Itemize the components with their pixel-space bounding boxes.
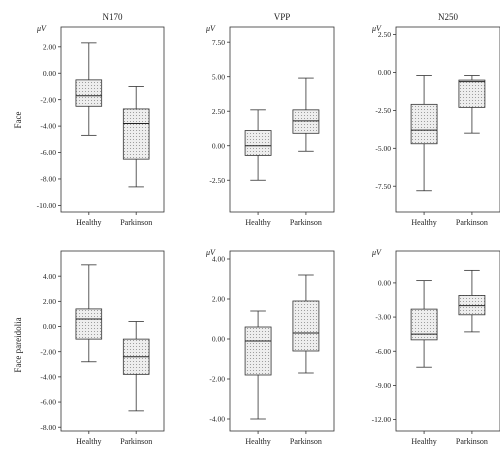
y-tick-label: 7.50 <box>212 38 225 47</box>
category-label: Healthy <box>245 218 270 227</box>
chart-panel-3: -8.00 -6.00 -4.00 -2.00 0.00 2.00 4.00 Healthy P… <box>40 250 165 446</box>
category-label: Parkinson <box>290 218 322 227</box>
chart-panel-4: μV -4.00 -2.00 0.00 2.00 4.00 Healthy Parkinson <box>205 248 335 446</box>
y-tick-label: -8.00 <box>40 423 56 432</box>
category-label: Parkinson <box>290 437 322 446</box>
plot-frame <box>229 26 335 213</box>
box-parkinson <box>122 86 150 188</box>
chart-panel-5: μV -12.00 -9.00 -6.00 -3.00 0.00 Healthy Parkin… <box>371 248 500 446</box>
y-tick-label: -2.00 <box>209 375 225 384</box>
iqr-box <box>292 109 320 134</box>
box-healthy <box>75 42 103 136</box>
y-tick-label: 0.00 <box>378 68 391 77</box>
y-tick-label: -3.00 <box>375 313 391 322</box>
unit-label: μV <box>371 24 382 33</box>
category-label: Healthy <box>411 437 436 446</box>
y-tick-label: -2.00 <box>40 347 56 356</box>
y-tick-label: -9.00 <box>375 381 391 390</box>
y-tick-label: 0.00 <box>43 69 56 78</box>
y-tick-label: -2.00 <box>40 95 56 104</box>
iqr-box <box>292 300 320 352</box>
y-tick-label: 2.00 <box>212 295 225 304</box>
y-tick-label: 4.00 <box>43 272 56 281</box>
panel-title: N170 <box>103 12 123 22</box>
chart-panel-1: VPP μV -2.50 0.00 2.50 5.00 7.50 Healthy Parkins… <box>205 12 335 227</box>
iqr-box <box>458 79 486 108</box>
plot-frame <box>60 250 165 432</box>
y-tick-label: 2.00 <box>43 297 56 306</box>
category-label: Healthy <box>76 218 101 227</box>
plot-frame <box>395 250 500 432</box>
box-parkinson <box>292 77 320 152</box>
iqr-box <box>75 79 103 107</box>
y-tick-label: 2.00 <box>43 42 56 51</box>
y-tick-label: 5.00 <box>212 72 225 81</box>
iqr-box <box>458 295 486 316</box>
category-label: Parkinson <box>456 437 488 446</box>
y-tick-label: 0.00 <box>212 335 225 344</box>
panel-title: N250 <box>438 12 458 22</box>
y-tick-label: -4.00 <box>40 372 56 381</box>
box-healthy <box>75 264 103 363</box>
box-parkinson <box>122 321 150 412</box>
y-tick-label: -4.00 <box>40 122 56 131</box>
box-parkinson <box>458 75 486 134</box>
y-tick-label: -5.00 <box>375 144 391 153</box>
y-tick-label: 0.00 <box>212 141 225 150</box>
y-tick-label: 0.00 <box>378 278 391 287</box>
chart-panel-0: N170 μV -10.00 -8.00 -6.00 -4.00 -2.00 0.00 2.00… <box>36 12 165 227</box>
unit-label: μV <box>371 248 382 257</box>
unit-label: μV <box>36 24 47 33</box>
iqr-box <box>244 326 272 376</box>
iqr-box <box>122 108 150 160</box>
unit-label: μV <box>205 24 216 33</box>
y-tick-label: -2.50 <box>375 106 391 115</box>
panels-group: N170 μV -10.00 -8.00 -6.00 -4.00 -2.00 0.00 2.00… <box>36 12 500 446</box>
box-healthy <box>410 280 438 368</box>
iqr-box <box>410 308 438 341</box>
y-tick-label: -12.00 <box>372 415 392 424</box>
plot-frame <box>229 250 335 432</box>
y-tick-label: -2.50 <box>209 176 225 185</box>
iqr-box <box>75 308 103 340</box>
box-parkinson <box>292 274 320 374</box>
unit-label: μV <box>205 248 216 257</box>
y-tick-label: -8.00 <box>40 175 56 184</box>
y-tick-label: -7.50 <box>375 182 391 191</box>
category-label: Parkinson <box>120 437 152 446</box>
box-healthy <box>410 75 438 192</box>
iqr-box <box>410 103 438 145</box>
row-label-face-pareidolia: Face pareidolia <box>13 317 23 372</box>
y-tick-label: -6.00 <box>375 347 391 356</box>
y-tick-label: 4.00 <box>212 255 225 264</box>
y-tick-label: -4.00 <box>209 415 225 424</box>
category-label: Healthy <box>76 437 101 446</box>
y-tick-label: 2.50 <box>212 107 225 116</box>
row-label-face: Face <box>13 112 23 129</box>
box-healthy <box>244 109 272 181</box>
y-tick-label: 0.00 <box>43 322 56 331</box>
category-label: Parkinson <box>456 218 488 227</box>
box-healthy <box>244 310 272 420</box>
box-parkinson <box>458 269 486 333</box>
plot-frame <box>395 26 500 213</box>
category-label: Healthy <box>245 437 270 446</box>
chart-panel-2: N250 μV -7.50 -5.00 -2.50 0.00 2.50 Healthy Park… <box>371 12 500 227</box>
category-label: Parkinson <box>120 218 152 227</box>
y-tick-label: -6.00 <box>40 398 56 407</box>
iqr-box <box>244 130 272 156</box>
y-tick-label: -10.00 <box>37 201 57 210</box>
panel-title: VPP <box>274 12 291 22</box>
plot-frame <box>60 26 165 213</box>
y-tick-label: 2.50 <box>378 30 391 39</box>
y-tick-label: -6.00 <box>40 148 56 157</box>
category-label: Healthy <box>411 218 436 227</box>
